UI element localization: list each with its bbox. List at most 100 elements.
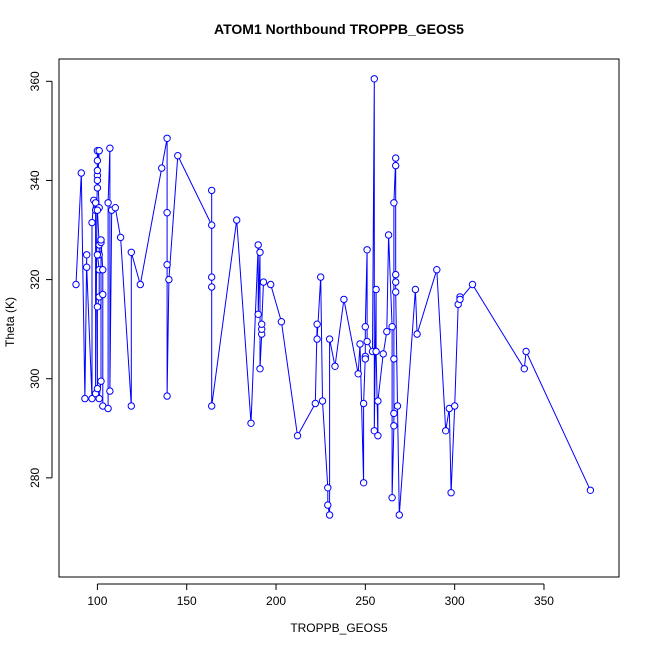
data-point bbox=[163, 261, 171, 269]
data-point bbox=[97, 236, 105, 244]
data-point bbox=[97, 377, 105, 385]
data-point bbox=[258, 320, 266, 328]
data-point bbox=[72, 280, 80, 289]
data-point bbox=[468, 280, 477, 289]
data-point bbox=[163, 209, 171, 217]
y-tick-label: 340 bbox=[28, 170, 42, 190]
data-point bbox=[390, 355, 398, 363]
data-point bbox=[586, 486, 595, 494]
data-point bbox=[311, 399, 319, 408]
data-point bbox=[411, 285, 420, 294]
data-point bbox=[104, 199, 112, 207]
x-tick-label: 200 bbox=[266, 594, 286, 608]
x-tick-label: 150 bbox=[177, 594, 197, 608]
data-point bbox=[91, 199, 100, 207]
data-point bbox=[324, 484, 332, 492]
data-point bbox=[390, 409, 398, 418]
data-point bbox=[247, 419, 255, 427]
data-point bbox=[374, 432, 382, 440]
y-tick-label: 300 bbox=[28, 368, 42, 388]
data-point bbox=[267, 280, 275, 289]
data-point bbox=[83, 263, 91, 271]
data-point bbox=[388, 494, 396, 502]
data-point bbox=[208, 221, 216, 229]
data-point bbox=[442, 427, 450, 435]
data-point bbox=[390, 422, 398, 430]
data-point bbox=[116, 233, 125, 242]
data-point bbox=[99, 266, 107, 274]
data-point bbox=[313, 335, 321, 343]
data-point bbox=[93, 251, 102, 259]
y-tick-label: 360 bbox=[28, 71, 42, 91]
data-point bbox=[379, 350, 387, 358]
data-point bbox=[254, 241, 262, 249]
data-point bbox=[95, 394, 103, 403]
data-point bbox=[359, 479, 368, 487]
data-point bbox=[383, 327, 391, 336]
data-point bbox=[388, 323, 396, 331]
data-point bbox=[256, 365, 264, 373]
data-point bbox=[520, 365, 528, 373]
data-point bbox=[93, 176, 102, 185]
data-point bbox=[384, 231, 393, 239]
data-point bbox=[325, 511, 334, 519]
x-tick-label: 350 bbox=[534, 594, 554, 608]
data-point bbox=[93, 303, 102, 311]
chart-title: ATOM1 Northbound TROPPB_GEOS5 bbox=[214, 21, 464, 37]
data-point bbox=[372, 285, 380, 294]
y-axis-label: Theta (K) bbox=[3, 297, 17, 347]
x-tick-label: 100 bbox=[87, 594, 107, 608]
data-point bbox=[361, 355, 369, 363]
data-point bbox=[370, 427, 378, 435]
data-point bbox=[293, 432, 302, 440]
data-point bbox=[127, 402, 136, 410]
data-point bbox=[233, 216, 241, 224]
data-point bbox=[372, 347, 380, 356]
data-point bbox=[95, 147, 103, 155]
data-point bbox=[208, 273, 216, 281]
data-point bbox=[165, 275, 173, 284]
data-point bbox=[127, 248, 136, 257]
data-point bbox=[93, 156, 102, 165]
data-point bbox=[392, 270, 400, 279]
y-tick-label: 280 bbox=[28, 468, 42, 488]
data-point bbox=[318, 397, 327, 405]
axes: 100 150 200 250 300 350 280 300 320 340 360 bbox=[28, 71, 554, 608]
data-point bbox=[163, 392, 171, 400]
data-point bbox=[136, 280, 145, 289]
data-series bbox=[72, 75, 595, 519]
data-point bbox=[393, 402, 402, 410]
data-point bbox=[340, 295, 348, 304]
data-point bbox=[111, 204, 120, 212]
data-point bbox=[254, 310, 262, 318]
data-point bbox=[277, 318, 286, 326]
data-point bbox=[374, 397, 382, 405]
data-point bbox=[354, 370, 362, 378]
data-point bbox=[208, 402, 216, 410]
data-point bbox=[93, 384, 102, 393]
data-point bbox=[392, 161, 400, 170]
data-point bbox=[356, 340, 364, 348]
data-point bbox=[313, 320, 321, 328]
data-point bbox=[81, 394, 89, 403]
data-point bbox=[359, 399, 368, 408]
data-point bbox=[451, 402, 459, 410]
data-point bbox=[104, 404, 112, 413]
data-point bbox=[331, 362, 339, 370]
data-point bbox=[324, 501, 332, 509]
data-point bbox=[413, 330, 421, 338]
data-point bbox=[106, 144, 114, 152]
data-point bbox=[361, 323, 369, 331]
data-point bbox=[163, 134, 171, 143]
data-point bbox=[370, 75, 378, 83]
data-point bbox=[77, 169, 86, 177]
data-point bbox=[99, 290, 107, 299]
data-point bbox=[433, 266, 441, 274]
x-tick-label: 300 bbox=[445, 594, 465, 608]
data-point bbox=[317, 273, 325, 281]
data-point bbox=[259, 278, 268, 286]
data-point bbox=[325, 335, 334, 343]
data-point bbox=[88, 394, 96, 403]
